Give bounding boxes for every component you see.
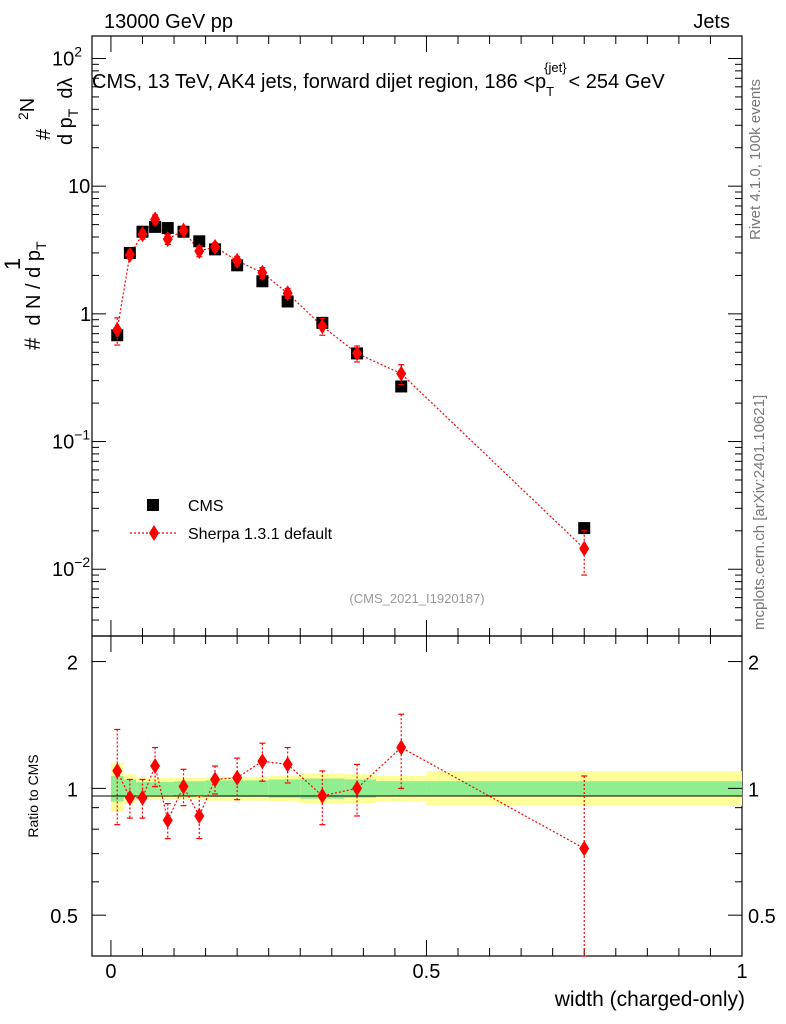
svg-text:Rivet 4.1.0, 100k events: Rivet 4.1.0, 100k events <box>747 79 764 240</box>
main-ylabel-one: 1 <box>0 258 25 270</box>
ratio-point <box>162 812 173 829</box>
sherpa-point <box>137 226 148 243</box>
sherpa-point <box>396 365 407 382</box>
main-y-tick-label: 1 <box>80 304 91 326</box>
ratio-ylabel: Ratio to CMS <box>25 754 41 837</box>
ratio-y-tick-label: 0.5 <box>50 906 78 928</box>
ratio-point <box>137 789 148 806</box>
cms-point <box>193 235 206 248</box>
x-tick-label: 0 <box>105 961 116 983</box>
ratio-y-tick-label-right: 2 <box>748 653 759 675</box>
legend-sherpa-marker <box>149 525 159 541</box>
sherpa-point <box>579 540 590 557</box>
svg-text:d pTdλ: d pTdλ <box>55 78 81 146</box>
rivet-label: Rivet 4.1.0, 100k events <box>747 79 764 240</box>
sherpa-point <box>232 252 243 269</box>
x-tick-label: 0.5 <box>413 961 441 983</box>
plot-title: CMS, 13 TeV, AK4 jets, forward dijet reg… <box>92 60 665 99</box>
sherpa-point <box>178 222 189 239</box>
header-left: 13000 GeV pp <box>104 11 233 33</box>
cms-point <box>395 380 408 393</box>
svg-text:2N: 2N <box>15 98 39 120</box>
legend-sherpa-label: Sherpa 1.3.1 default <box>188 526 333 543</box>
main-ylabel-upper: 2N <box>15 98 39 120</box>
ratio-point <box>112 762 123 779</box>
ratio-point <box>282 756 293 773</box>
legend-cms-marker <box>147 499 159 511</box>
sherpa-point <box>317 318 328 335</box>
ratio-band-inner <box>174 781 206 796</box>
sherpa-point <box>150 211 161 228</box>
sherpa-point <box>112 321 123 338</box>
ratio-y-tick-label: 2 <box>67 653 78 675</box>
ratio-y-tick-label: 1 <box>67 779 78 801</box>
sherpa-point <box>210 238 221 255</box>
ratio-point <box>579 840 590 857</box>
ratio-y-tick-label-right: 1 <box>748 779 759 801</box>
x-tick-label: 1 <box>736 961 747 983</box>
svg-text:Ratio to CMS: Ratio to CMS <box>25 754 41 837</box>
svg-text:# d N / d pT: # d N / d pT <box>20 241 49 350</box>
legend-cms-label: CMS <box>188 498 224 515</box>
main-ylabel-hash: # <box>33 128 55 140</box>
ratio-point <box>178 778 189 795</box>
ratio-point <box>124 789 135 806</box>
ratio-band-inner <box>136 782 175 795</box>
legend: CMS Sherpa 1.3.1 default <box>130 498 333 543</box>
sherpa-point <box>282 285 293 302</box>
sherpa-point <box>194 243 205 260</box>
ratio-line <box>116 746 585 849</box>
ratio-band-inner <box>205 780 269 797</box>
x-axis-label: width (charged-only) <box>554 988 745 1011</box>
sherpa-point <box>124 246 135 263</box>
main-series <box>111 211 591 576</box>
x-axis: 0 0.5 1 <box>105 36 748 983</box>
ratio-series <box>112 713 590 957</box>
ratio-point <box>317 787 328 804</box>
main-y-tick-label: 10 <box>68 176 90 198</box>
sherpa-point <box>352 345 363 362</box>
main-y-tick-label: 102 <box>52 43 82 70</box>
ratio-point <box>232 769 243 786</box>
sherpa-point <box>257 264 268 281</box>
ratio-point <box>352 780 363 797</box>
main-y-axis: 102 10 1 10−1 10−2 <box>52 43 742 637</box>
main-y-tick-label: 10−2 <box>52 554 90 581</box>
ratio-point <box>210 771 221 788</box>
ratio-band-inner <box>268 779 301 798</box>
svg-text:mcplots.cern.ch [arXiv:2401.10: mcplots.cern.ch [arXiv:2401.10621] <box>751 395 768 630</box>
svg-text:1: 1 <box>0 258 25 270</box>
main-y-tick-label: 10−1 <box>52 427 90 454</box>
sherpa-point <box>162 231 173 248</box>
main-ylabel: # d N / d pT <box>20 241 49 350</box>
analysis-watermark: (CMS_2021_I1920187) <box>349 591 484 606</box>
ratio-point <box>396 739 407 756</box>
main-ylabel-lower: d pTdλ <box>55 78 81 146</box>
header-right: Jets <box>693 11 730 33</box>
main-frame <box>91 35 743 637</box>
ratio-band-inner <box>110 775 124 802</box>
ratio-point <box>150 758 161 775</box>
mcplots-label: mcplots.cern.ch [arXiv:2401.10621] <box>751 395 768 630</box>
ratio-uncertainty-bands <box>110 762 742 812</box>
ratio-point <box>194 807 205 824</box>
ratio-y-axis: 2 2 1 1 0.5 0.5 <box>50 653 776 957</box>
svg-text:#: # <box>33 128 55 140</box>
cms-point <box>161 222 174 235</box>
ratio-point <box>257 753 268 770</box>
ratio-y-tick-label-right: 0.5 <box>748 906 776 928</box>
